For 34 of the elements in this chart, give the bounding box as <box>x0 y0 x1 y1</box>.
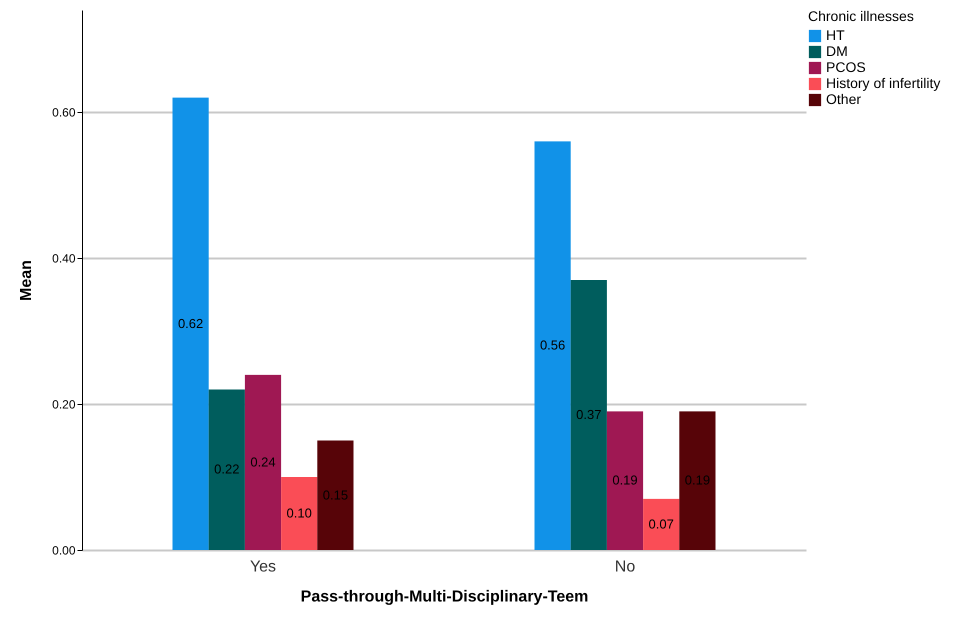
legend-label: DM <box>826 43 848 59</box>
data-label: 0.07 <box>648 516 674 532</box>
y-tick-label: 0.20 <box>52 398 76 412</box>
bar <box>606 411 644 550</box>
legend-label: HT <box>826 27 846 43</box>
data-label: 0.10 <box>286 506 312 521</box>
bar <box>534 141 571 550</box>
data-label: 0.56 <box>540 338 566 353</box>
bar <box>244 374 282 550</box>
legend-title: Chronic illnesses <box>808 8 914 24</box>
y-tick-label: 0.60 <box>52 106 76 120</box>
bar <box>317 440 354 550</box>
y-tick-label: 0.00 <box>52 544 76 558</box>
data-label: 0.37 <box>576 407 602 422</box>
legend-label: Other <box>826 91 862 107</box>
x-axis-title: Pass-through-Multi-Disciplinary-Teem <box>300 588 588 606</box>
y-tick-label: 0.40 <box>52 252 76 266</box>
y-axis-title: Mean <box>18 260 36 301</box>
bar <box>208 389 245 550</box>
data-label: 0.22 <box>214 462 240 477</box>
bar <box>281 477 318 550</box>
x-tick-label: Yes <box>250 558 276 576</box>
data-label: 0.15 <box>322 487 348 502</box>
legend-label: History of infertility <box>826 75 940 91</box>
x-tick-label: No <box>614 558 636 576</box>
data-label: 0.24 <box>250 454 276 470</box>
data-label: 0.19 <box>684 472 710 488</box>
bar <box>570 280 607 550</box>
data-label: 0.19 <box>612 472 638 488</box>
data-label: 0.62 <box>178 316 204 331</box>
bar <box>172 98 209 550</box>
legend-label: PCOS <box>826 59 866 75</box>
bar <box>679 411 716 550</box>
bar <box>643 498 680 550</box>
